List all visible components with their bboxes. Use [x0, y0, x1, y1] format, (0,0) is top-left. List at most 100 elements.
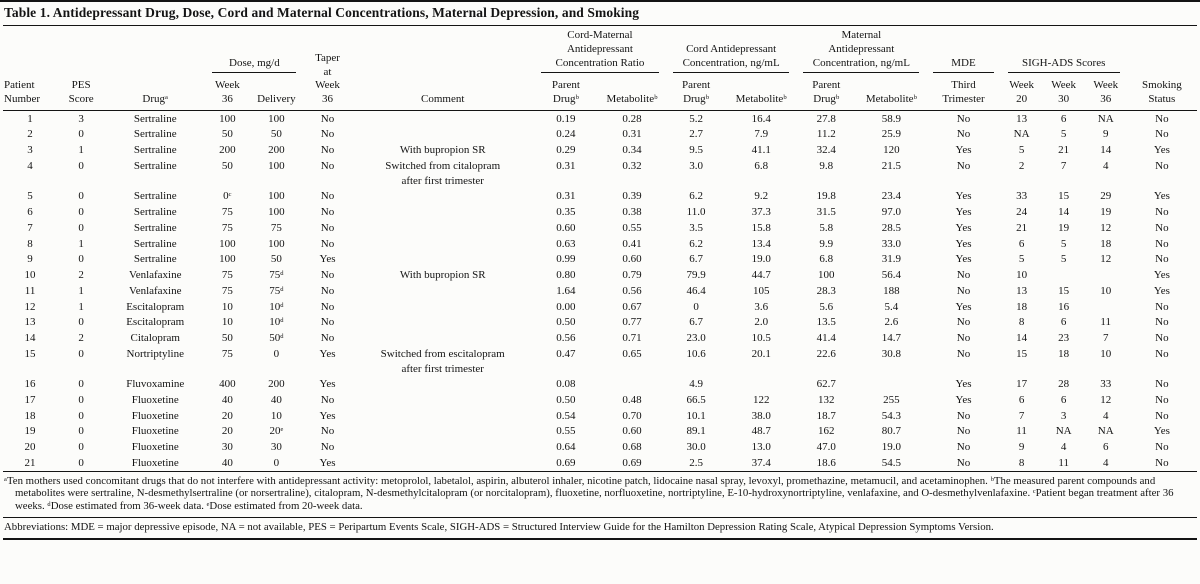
col-header-sigh-week20: Week 20 [1009, 79, 1034, 105]
cell-sigh-week36: 18 [1100, 237, 1112, 250]
cell-drug: Fluoxetine [131, 456, 179, 469]
cell-patient-number: 14 [24, 332, 36, 345]
cell-cord-parent: 3.0 [689, 159, 703, 172]
group-header-cord-concentration: Cord Antidepressant Concentration, ng/mL [666, 26, 796, 76]
cell-maternal-parent: 162 [818, 425, 835, 438]
cell-ratio-metabolite: 0.60 [622, 253, 642, 266]
cell-maternal-metabolite: 54.3 [881, 409, 902, 422]
table-row: 10 2 Venlafaxine 75 75ᵈ No With bupropion SR 0.… [3, 267, 1197, 283]
cell-sigh-week20: 17 [1016, 378, 1028, 391]
table-row: 9 0 Sertraline 100 50 Yes 0.99 0.60 6.7 19.0 6.8 31… [3, 251, 1197, 267]
table-title: Table 1. Antidepressant Drug, Dose, Cord… [3, 2, 1197, 26]
cell-sigh-week36: 12 [1100, 221, 1112, 234]
cell-dose-week36: 40 [221, 393, 233, 406]
cell-sigh-week20: 33 [1016, 190, 1028, 203]
cell-dose-delivery: 75ᵈ [269, 269, 284, 282]
cell-ratio-metabolite: 0.65 [622, 347, 642, 360]
cell-cord-metabolite: 10.5 [751, 332, 771, 345]
cell-mde-third-trimester: Yes [955, 378, 972, 391]
cell-sigh-week36: 9 [1102, 128, 1109, 141]
cell-sigh-week30: 16 [1058, 300, 1070, 313]
cell-sigh-week20: 5 [1018, 253, 1025, 266]
cell-comment: Switched from citalopram after first tri… [385, 159, 501, 187]
table-row: 15 0 Nortriptyline 75 0 Yes Switched from esci… [3, 346, 1197, 376]
cell-sigh-week30: 5 [1060, 237, 1067, 250]
cell-cord-metabolite: 44.7 [751, 269, 771, 282]
cell-taper: No [320, 190, 335, 203]
cell-comment [352, 376, 534, 392]
cell-pes-score: 2 [78, 332, 84, 345]
cell-taper: No [320, 393, 335, 406]
cell-maternal-parent: 41.4 [816, 332, 836, 345]
cell-maternal-metabolite: 2.6 [884, 316, 899, 329]
cell-sigh-week36: 19 [1100, 206, 1112, 219]
cell-smoking-status: No [1155, 300, 1169, 313]
cell-dose-delivery: 50ᵈ [269, 332, 284, 345]
cell-drug: Escitalopram [126, 316, 185, 329]
cell-cord-parent: 6.2 [689, 237, 703, 250]
table-row: 4 0 Sertraline 50 100 No Switched from citalop… [3, 158, 1197, 188]
cell-patient-number: 8 [27, 237, 33, 250]
cell-cord-parent: 6.7 [689, 316, 703, 329]
cell-maternal-metabolite: 23.4 [881, 190, 902, 203]
cell-sigh-week20: 8 [1018, 456, 1025, 469]
cell-maternal-parent: 5.6 [819, 300, 834, 313]
cell-sigh-week30: 5 [1060, 253, 1067, 266]
cell-maternal-metabolite: 58.9 [881, 112, 902, 125]
cell-taper: No [320, 128, 335, 141]
cell-dose-week36: 100 [219, 253, 236, 266]
cell-dose-delivery: 30 [270, 441, 282, 454]
cell-sigh-week36: 12 [1100, 253, 1112, 266]
cell-patient-number: 17 [24, 393, 36, 406]
cell-sigh-week30: 19 [1058, 221, 1070, 234]
cell-comment [352, 423, 534, 439]
table-row: 14 2 Citalopram 50 50ᵈ No 0.56 0.71 23.0 10.5 41.4… [3, 330, 1197, 346]
table-body: 1 3 Sertraline 100 100 No 0.19 0.28 5.2 16.4 27.8 5… [3, 110, 1197, 472]
cell-dose-delivery: 100 [268, 237, 285, 250]
cell-ratio-parent: 0.50 [556, 393, 576, 406]
cell-patient-number: 3 [27, 144, 33, 157]
cell-sigh-week36: 4 [1102, 409, 1109, 422]
cell-smoking-status: No [1155, 316, 1169, 329]
cell-sigh-week20: 9 [1018, 441, 1025, 454]
cell-pes-score: 1 [78, 284, 84, 297]
cell-sigh-week36: 4 [1102, 159, 1109, 172]
cell-patient-number: 4 [27, 159, 33, 172]
cell-smoking-status: No [1155, 409, 1169, 422]
cell-ratio-parent: 0.80 [556, 269, 576, 282]
cell-cord-parent: 23.0 [686, 332, 706, 345]
cell-cord-parent: 30.0 [686, 441, 706, 454]
cell-drug: Nortriptyline [126, 347, 184, 360]
cell-patient-number: 11 [24, 284, 36, 297]
cell-patient-number: 5 [27, 190, 33, 203]
cell-pes-score: 1 [78, 300, 84, 313]
cell-cord-metabolite: 41.1 [751, 144, 771, 157]
cell-dose-week36: 100 [219, 112, 236, 125]
cell-sigh-week20: 11 [1016, 425, 1027, 438]
cell-comment [352, 204, 534, 220]
cell-mde-third-trimester: Yes [955, 144, 972, 157]
table-row: 16 0 Fluvoxamine 400 200 Yes 0.08 4.9 62.7 Yes 17 2… [3, 376, 1197, 392]
cell-pes-score: 0 [78, 441, 84, 454]
cell-dose-delivery: 200 [268, 144, 285, 157]
cell-sigh-week36: 12 [1100, 393, 1112, 406]
cell-maternal-parent: 18.7 [816, 409, 836, 422]
cell-dose-week36: 20 [221, 409, 233, 422]
cell-dose-delivery: 50 [270, 128, 282, 141]
cell-sigh-week36: 14 [1100, 144, 1112, 157]
cell-dose-delivery: 20ᵉ [269, 425, 284, 438]
cell-taper: Yes [319, 253, 336, 266]
cell-maternal-metabolite: 28.5 [881, 221, 902, 234]
cell-comment [352, 299, 534, 315]
cell-smoking-status: No [1155, 128, 1169, 141]
cell-sigh-week20: 24 [1016, 206, 1028, 219]
cell-maternal-metabolite: 25.9 [881, 128, 902, 141]
cell-cord-metabolite [726, 376, 796, 392]
cell-taper: No [320, 441, 335, 454]
cell-ratio-metabolite: 0.71 [622, 332, 642, 345]
cell-drug: Citalopram [130, 332, 180, 345]
cell-mde-third-trimester: No [956, 409, 971, 422]
col-header-pes-score: PES Score [68, 79, 94, 105]
cell-taper: No [320, 144, 335, 157]
cell-maternal-parent: 100 [818, 269, 835, 282]
